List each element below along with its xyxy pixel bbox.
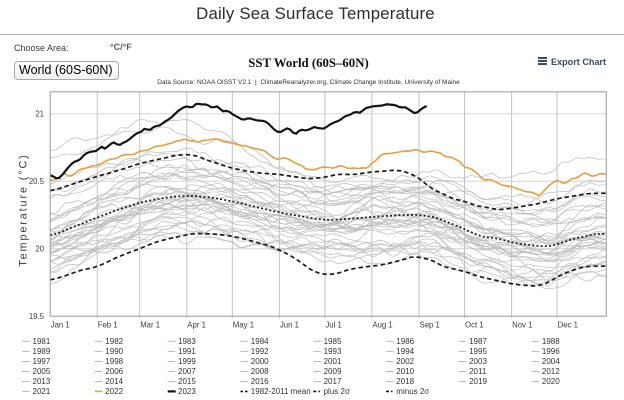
svg-text:19.5: 19.5 <box>29 312 45 321</box>
svg-text:2020: 2020 <box>542 377 560 386</box>
svg-text:Oct 1: Oct 1 <box>465 321 484 330</box>
svg-text:Feb 1: Feb 1 <box>98 321 118 330</box>
svg-text:1982: 1982 <box>105 337 123 346</box>
svg-text:1992: 1992 <box>251 347 269 356</box>
svg-text:1988: 1988 <box>542 337 560 346</box>
svg-text:2003: 2003 <box>469 357 487 366</box>
svg-text:2014: 2014 <box>105 377 123 386</box>
svg-text:Dec 1: Dec 1 <box>558 321 578 330</box>
svg-text:2005: 2005 <box>33 367 51 376</box>
svg-text:1986: 1986 <box>396 337 414 346</box>
svg-text:2018: 2018 <box>396 377 414 386</box>
svg-text:2000: 2000 <box>251 357 269 366</box>
svg-text:2007: 2007 <box>178 367 196 376</box>
svg-text:Jun 1: Jun 1 <box>280 321 299 330</box>
svg-text:1987: 1987 <box>469 337 487 346</box>
svg-text:1984: 1984 <box>251 337 269 346</box>
svg-text:2013: 2013 <box>33 377 51 386</box>
svg-text:2009: 2009 <box>324 367 342 376</box>
svg-text:2015: 2015 <box>178 377 196 386</box>
svg-text:Jan 1: Jan 1 <box>51 321 70 330</box>
svg-text:1981: 1981 <box>33 337 51 346</box>
svg-text:Nov 1: Nov 1 <box>512 321 532 330</box>
svg-text:20.5: 20.5 <box>29 177 45 186</box>
svg-text:2011: 2011 <box>469 367 487 376</box>
svg-text:2008: 2008 <box>251 367 269 376</box>
svg-text:21: 21 <box>35 109 44 118</box>
svg-text:2012: 2012 <box>542 367 560 376</box>
svg-text:20: 20 <box>35 244 44 253</box>
svg-text:1985: 1985 <box>324 337 342 346</box>
svg-text:Aug 1: Aug 1 <box>372 321 392 330</box>
svg-text:2004: 2004 <box>542 357 560 366</box>
svg-text:minus 2σ: minus 2σ <box>396 387 429 396</box>
svg-text:1996: 1996 <box>542 347 560 356</box>
svg-text:2001: 2001 <box>324 357 342 366</box>
svg-text:1994: 1994 <box>396 347 414 356</box>
svg-text:1983: 1983 <box>178 337 196 346</box>
svg-text:Apr 1: Apr 1 <box>187 321 206 330</box>
svg-text:2006: 2006 <box>105 367 123 376</box>
svg-text:plus 2σ: plus 2σ <box>324 387 350 396</box>
svg-text:1998: 1998 <box>105 357 123 366</box>
svg-text:2002: 2002 <box>396 357 414 366</box>
svg-text:1995: 1995 <box>469 347 487 356</box>
svg-text:Mar 1: Mar 1 <box>140 321 160 330</box>
svg-text:Jul 1: Jul 1 <box>325 321 341 330</box>
svg-text:Temperature (°C): Temperature (°C) <box>18 153 30 266</box>
svg-text:2023: 2023 <box>178 387 196 396</box>
svg-text:2019: 2019 <box>469 377 487 386</box>
svg-text:1982-2011 mean: 1982-2011 mean <box>251 387 311 396</box>
svg-text:2022: 2022 <box>105 387 123 396</box>
svg-text:1997: 1997 <box>33 357 51 366</box>
svg-text:2010: 2010 <box>396 367 414 376</box>
svg-text:2016: 2016 <box>251 377 269 386</box>
svg-text:2017: 2017 <box>324 377 342 386</box>
svg-text:1990: 1990 <box>105 347 123 356</box>
svg-text:May 1: May 1 <box>233 321 254 330</box>
svg-text:Sep 1: Sep 1 <box>420 321 440 330</box>
svg-text:1991: 1991 <box>178 347 196 356</box>
svg-text:1993: 1993 <box>324 347 342 356</box>
svg-text:2021: 2021 <box>33 387 51 396</box>
svg-text:1999: 1999 <box>178 357 196 366</box>
svg-text:1989: 1989 <box>33 347 51 356</box>
